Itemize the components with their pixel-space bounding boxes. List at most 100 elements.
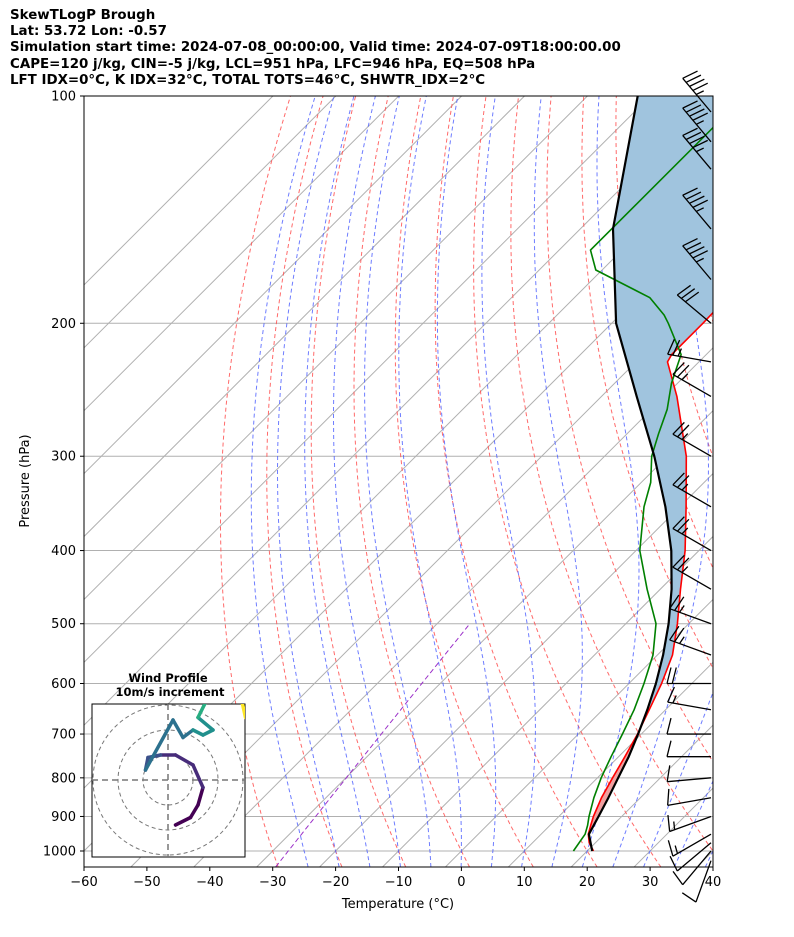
location-line: Lat: 53.72 Lon: -0.57 — [10, 24, 167, 40]
dry-adiabat — [779, 96, 794, 867]
y-tick-label: 600 — [51, 677, 76, 692]
hodograph-inset: Wind Profile 10m/s increment — [91, 670, 246, 858]
wind-barb — [676, 284, 712, 324]
axes: −60 −50 −40 −30 −20 −10 0 10 20 30 40 100 200 300 400 5… — [43, 90, 721, 891]
instability-line: CAPE=120 j/kg, CIN=-5 j/kg, LCL=951 hPa,… — [10, 56, 536, 72]
hodograph-segment — [171, 718, 185, 740]
dry-adiabat — [747, 96, 794, 867]
temperature-line — [587, 311, 713, 852]
isotherm-gridline — [84, 96, 337, 349]
wind-barb — [667, 833, 712, 857]
dry-adiabat — [266, 96, 343, 867]
wind-barb — [682, 70, 712, 113]
moist-adiabat — [673, 779, 713, 867]
y-tick-label: 300 — [51, 450, 76, 465]
isotherm-gridline — [130, 284, 713, 867]
y-tick-label: 200 — [51, 317, 76, 332]
plot-area — [84, 96, 794, 867]
wind-barb — [669, 594, 712, 625]
hodograph-segment — [181, 728, 195, 740]
hodograph-segment — [173, 753, 195, 767]
hodograph-segment — [223, 670, 236, 680]
dry-adiabat — [434, 96, 598, 867]
moist-adiabat — [250, 96, 316, 867]
hodograph-segment — [196, 785, 205, 807]
dry-adiabat — [310, 96, 407, 867]
hodograph-segment — [191, 763, 205, 790]
moist-adiabat — [304, 96, 371, 867]
moist-adiabat — [364, 96, 432, 867]
x-tick-label: −30 — [259, 875, 286, 890]
wind-barb — [672, 421, 712, 457]
x-tick-label: 20 — [579, 875, 596, 890]
isotherm-gridline — [445, 598, 713, 867]
wind-barb — [667, 686, 712, 711]
isotherm-gridline — [382, 535, 713, 867]
isotherm-gridline — [319, 472, 713, 867]
moist-adiabat — [612, 96, 710, 867]
hodograph-segment — [196, 715, 215, 732]
isotherm-gridline — [84, 96, 588, 601]
wind-barb — [667, 338, 712, 363]
moist-adiabat — [481, 96, 536, 867]
x-tick-label: 10 — [516, 875, 533, 890]
hodograph-segment — [196, 704, 207, 720]
isotherm-gridline — [84, 96, 651, 664]
wind-barb — [666, 717, 711, 735]
cape-area — [613, 96, 713, 728]
x-tick-label: −10 — [385, 875, 412, 890]
wind-barb — [667, 788, 712, 806]
hodograph-segment — [191, 728, 205, 737]
wind-barb — [672, 554, 712, 590]
y-tick-label: 900 — [51, 810, 76, 825]
hodograph-segment — [173, 815, 193, 827]
x-tick-label: 0 — [457, 875, 465, 890]
moist-adiabat — [643, 690, 713, 867]
dewpoint-line — [572, 126, 713, 852]
dry-adiabat — [473, 96, 662, 867]
isotherm-gridline — [84, 96, 525, 538]
wind-barb — [682, 100, 712, 143]
hodograph-title: Wind Profile — [128, 671, 208, 685]
chart-title: SkewTLogP Brough — [10, 8, 156, 23]
chart-header: SkewTLogP Brough Lat: 53.72 Lon: -0.57 S… — [10, 8, 621, 89]
x-tick-label: −50 — [133, 875, 160, 890]
isotherm-gridline — [256, 409, 713, 867]
wind-barb — [669, 625, 712, 656]
y-tick-label: 800 — [51, 771, 76, 786]
x-tick-label: 30 — [642, 875, 659, 890]
y-tick-label: 400 — [51, 544, 76, 559]
x-tick-label: 40 — [705, 875, 722, 890]
y-axis-label: Pressure (hPa) — [18, 434, 33, 527]
parcel-path-line — [587, 96, 673, 852]
moist-adiabat — [398, 96, 462, 867]
y-tick-label: 500 — [51, 617, 76, 632]
wind-barb — [682, 187, 712, 230]
dry-adiabat — [220, 96, 291, 867]
wind-barb — [666, 765, 712, 783]
hodograph-segment — [240, 704, 245, 720]
wind-barb — [666, 667, 711, 685]
wind-barb — [681, 860, 712, 903]
isotherm-gridline — [193, 347, 713, 867]
x-tick-label: −60 — [70, 875, 97, 890]
dry-adiabat — [510, 96, 713, 852]
wind-barb — [672, 472, 712, 508]
isotherm-gridline — [570, 724, 713, 867]
index-line: LFT IDX=0°C, K IDX=32°C, TOTAL TOTS=46°C… — [10, 72, 486, 88]
isotherm-gridline — [760, 96, 794, 867]
moist-adiabat — [436, 96, 497, 867]
x-tick-label: −40 — [196, 875, 223, 890]
y-tick-label: 1000 — [43, 845, 76, 860]
isotherm-gridline — [84, 96, 400, 412]
hodograph-segment — [143, 718, 175, 772]
wind-barb — [667, 815, 712, 833]
y-tick-label: 700 — [51, 728, 76, 743]
moist-adiabat — [737, 96, 794, 867]
x-tick-label: −20 — [322, 875, 349, 890]
hodograph-subtitle: 10m/s increment — [116, 685, 225, 699]
wind-barb — [682, 127, 712, 170]
isotherm-gridline — [84, 96, 462, 475]
wind-barb — [672, 362, 712, 398]
